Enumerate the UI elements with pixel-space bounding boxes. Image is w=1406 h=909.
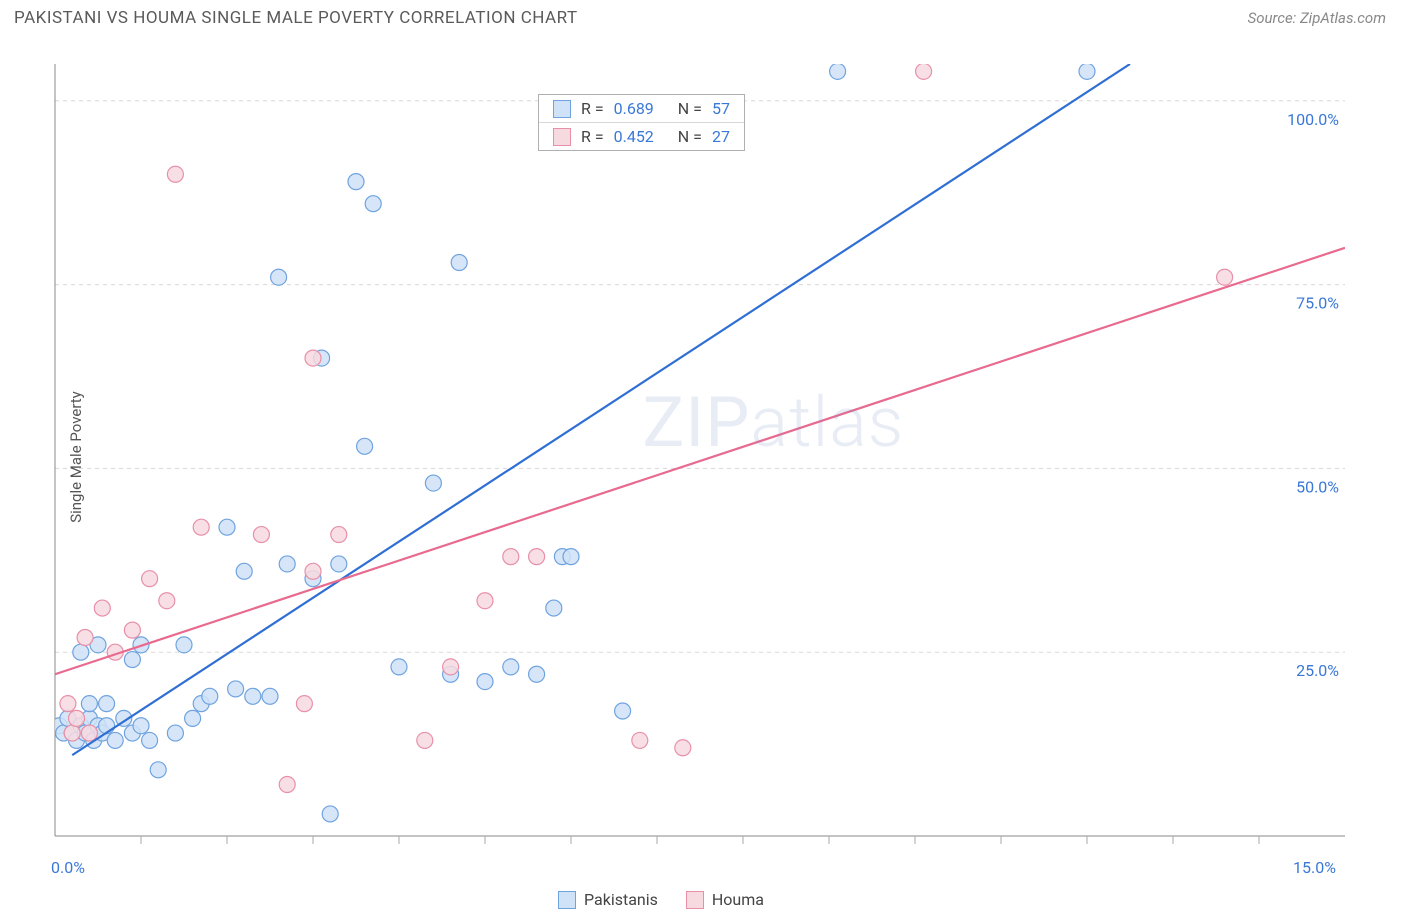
svg-text:25.0%: 25.0% xyxy=(1296,661,1339,680)
svg-text:75.0%: 75.0% xyxy=(1296,294,1339,313)
chart-area: Single Male Poverty 25.0% 50.0% 75.0% 100.0… xyxy=(0,28,1406,886)
swatch-houma xyxy=(686,891,704,909)
legend-item-pakistanis: Pakistanis xyxy=(558,890,658,909)
series-legend: Pakistanis Houma xyxy=(558,890,764,909)
svg-text:100.0%: 100.0% xyxy=(1287,110,1339,129)
y-axis-label: Single Male Poverty xyxy=(67,391,85,523)
svg-text:50.0%: 50.0% xyxy=(1296,477,1339,496)
x-axis-min-label: 0.0% xyxy=(51,858,85,877)
chart-title: PAKISTANI VS HOUMA SINGLE MALE POVERTY C… xyxy=(14,8,578,28)
legend-label-houma: Houma xyxy=(712,890,764,909)
swatch-pakistanis xyxy=(558,891,576,909)
correlation-legend: R = 0.689N = 57R = 0.452N = 27 xyxy=(538,94,745,151)
x-axis-max-label: 15.0% xyxy=(1293,858,1336,877)
legend-item-houma: Houma xyxy=(686,890,764,909)
chart-header: PAKISTANI VS HOUMA SINGLE MALE POVERTY C… xyxy=(0,0,1406,28)
source-attribution: Source: ZipAtlas.com xyxy=(1248,9,1386,27)
legend-label-pakistanis: Pakistanis xyxy=(584,890,658,909)
scatter-chart-svg: 25.0% 50.0% 75.0% 100.0% xyxy=(0,28,1406,886)
